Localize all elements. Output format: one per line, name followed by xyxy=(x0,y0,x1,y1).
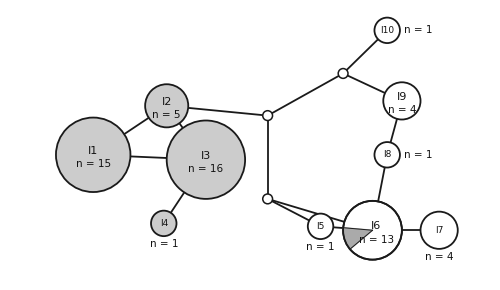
Circle shape xyxy=(384,82,420,119)
Text: I6: I6 xyxy=(372,221,382,231)
Text: n = 1: n = 1 xyxy=(404,25,432,35)
Circle shape xyxy=(374,18,400,43)
Circle shape xyxy=(151,211,176,236)
Circle shape xyxy=(262,111,272,121)
Circle shape xyxy=(343,201,402,260)
Text: n = 1: n = 1 xyxy=(404,150,432,160)
Circle shape xyxy=(338,68,348,78)
Text: n = 1: n = 1 xyxy=(150,239,178,249)
Circle shape xyxy=(420,212,458,249)
Text: n = 15: n = 15 xyxy=(76,159,111,168)
Text: n = 4: n = 4 xyxy=(425,252,454,262)
Text: n = 16: n = 16 xyxy=(188,164,224,173)
Text: n = 1: n = 1 xyxy=(306,242,335,252)
Text: I7: I7 xyxy=(435,226,444,235)
Text: I3: I3 xyxy=(201,151,211,161)
Text: I8: I8 xyxy=(383,150,392,159)
Circle shape xyxy=(262,194,272,204)
Text: I4: I4 xyxy=(160,219,168,228)
Text: I9: I9 xyxy=(396,92,407,102)
Circle shape xyxy=(56,117,130,192)
Text: I2: I2 xyxy=(162,97,172,107)
Text: n = 5: n = 5 xyxy=(152,110,181,119)
Polygon shape xyxy=(343,228,372,249)
Circle shape xyxy=(166,121,245,199)
Circle shape xyxy=(145,84,188,127)
Text: I1: I1 xyxy=(88,146,99,156)
Text: n = 4: n = 4 xyxy=(388,105,416,115)
Circle shape xyxy=(308,214,334,239)
Circle shape xyxy=(374,142,400,168)
Text: I5: I5 xyxy=(316,222,324,231)
Text: I10: I10 xyxy=(380,26,394,35)
Text: n = 13: n = 13 xyxy=(359,235,394,245)
